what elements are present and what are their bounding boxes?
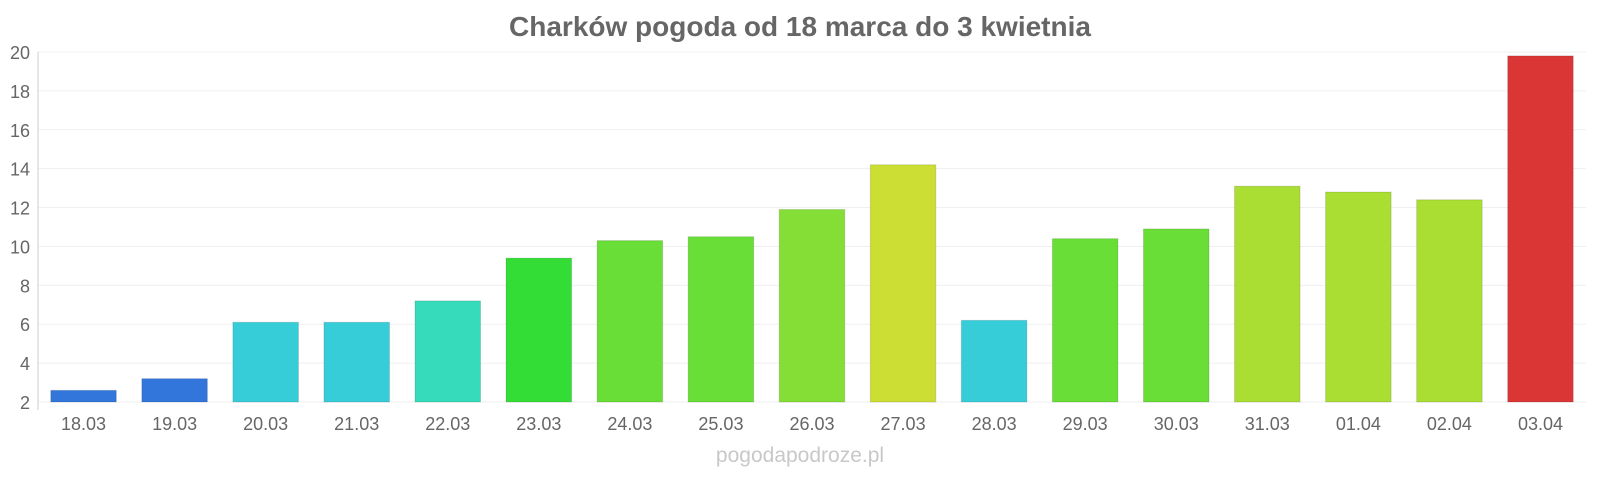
bar (1325, 191, 1392, 403)
x-tick-label: 23.03 (516, 414, 561, 434)
bar (596, 240, 664, 403)
x-tick-label: 28.03 (972, 414, 1017, 434)
y-tick-label: 8 (20, 276, 30, 296)
x-tick-label: 26.03 (789, 414, 834, 434)
x-tick-label: 30.03 (1154, 414, 1199, 434)
x-tick-label: 27.03 (881, 414, 926, 434)
y-tick-label: 14 (10, 160, 30, 180)
x-tick-label: 29.03 (1063, 414, 1108, 434)
y-tick-label: 20 (10, 43, 30, 63)
x-tick-label: 03.04 (1518, 414, 1563, 434)
bar (50, 389, 117, 403)
bar (1234, 185, 1301, 403)
bar (232, 321, 299, 403)
chart-title: Charków pogoda od 18 marca do 3 kwietnia (509, 11, 1091, 42)
x-tick-label: 20.03 (243, 414, 288, 434)
x-tick-label: 31.03 (1245, 414, 1290, 434)
bar (778, 209, 846, 403)
y-tick-label: 16 (10, 121, 30, 141)
bar (323, 321, 390, 403)
bar (505, 257, 573, 403)
bar (1051, 238, 1119, 403)
x-tick-label: 18.03 (61, 414, 106, 434)
x-tick-label: 19.03 (152, 414, 197, 434)
y-tick-label: 4 (20, 354, 30, 374)
y-tick-label: 12 (10, 199, 30, 219)
bar (1416, 199, 1483, 403)
bar (414, 300, 482, 403)
x-tick-label: 01.04 (1336, 414, 1381, 434)
x-tick-label: 22.03 (425, 414, 470, 434)
bars (50, 55, 1574, 403)
bar (1507, 55, 1574, 403)
watermark: pogodapodroze.pl (716, 444, 884, 467)
y-axis-ticks: 2 4 6 8 10 12 14 16 18 20 (10, 43, 30, 413)
bar (1142, 228, 1210, 403)
bar (687, 236, 755, 403)
bar (869, 164, 937, 403)
y-tick-label: 18 (10, 82, 30, 102)
y-tick-label: 2 (20, 393, 30, 413)
y-tick-label: 6 (20, 315, 30, 335)
bar (141, 378, 208, 403)
x-tick-label: 02.04 (1427, 414, 1472, 434)
y-tick-label: 10 (10, 237, 30, 257)
x-tick-label: 24.03 (607, 414, 652, 434)
x-axis-ticks: 18.03 19.03 20.03 21.03 22.03 23.03 24.03 25.03… (61, 414, 1563, 434)
x-tick-label: 25.03 (698, 414, 743, 434)
x-tick-label: 21.03 (334, 414, 379, 434)
bar (960, 319, 1028, 403)
